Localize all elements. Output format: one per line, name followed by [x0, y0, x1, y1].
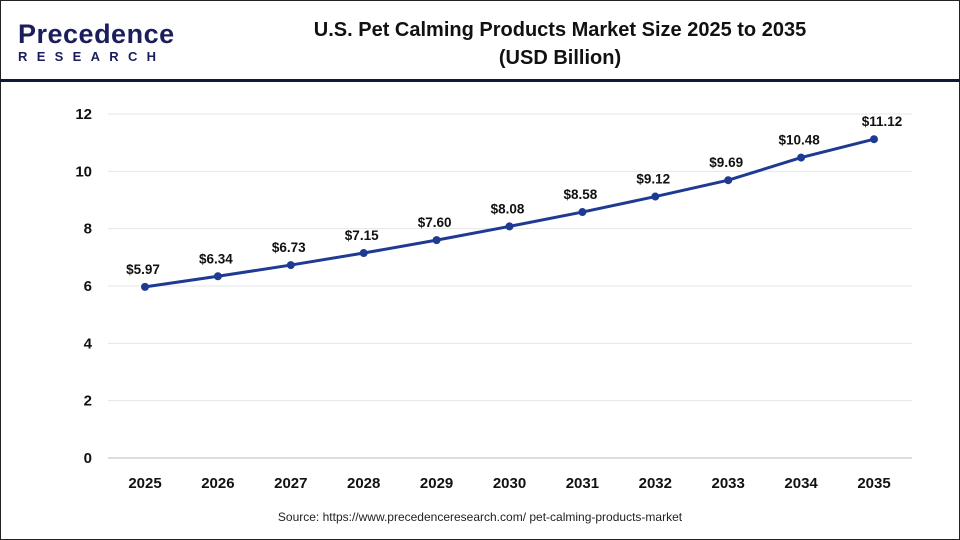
y-tick-label: 12	[75, 106, 92, 123]
chart-title: U.S. Pet Calming Products Market Size 20…	[240, 16, 880, 72]
logo-subtitle: RESEARCH	[18, 49, 166, 64]
data-point	[432, 236, 441, 245]
data-label: $5.97	[126, 262, 160, 277]
data-label: $7.60	[418, 215, 452, 230]
logo: Precedence RESEARCH	[18, 20, 175, 64]
x-tick-label: 2029	[420, 475, 453, 492]
data-label: $9.69	[709, 155, 743, 170]
data-point	[797, 153, 806, 162]
data-point	[651, 192, 660, 201]
data-point	[578, 208, 587, 217]
data-label: $10.48	[778, 133, 820, 148]
data-label: $6.73	[272, 240, 306, 255]
x-tick-label: 2027	[274, 475, 307, 492]
x-tick-label: 2026	[201, 475, 234, 492]
data-label: $6.34	[199, 251, 233, 266]
data-label: $8.58	[564, 187, 598, 202]
x-tick-label: 2030	[493, 475, 526, 492]
y-tick-label: 10	[75, 163, 92, 180]
x-tick-label: 2031	[566, 475, 599, 492]
x-tick-label: 2033	[712, 475, 745, 492]
x-tick-label: 2035	[857, 475, 890, 492]
data-label: $8.08	[491, 201, 525, 216]
data-label: $9.12	[636, 172, 670, 187]
y-tick-label: 0	[84, 450, 92, 467]
y-tick-label: 2	[84, 393, 92, 410]
x-tick-label: 2032	[639, 475, 672, 492]
data-point	[505, 222, 514, 231]
x-tick-label: 2025	[128, 475, 161, 492]
data-point	[286, 261, 295, 270]
header-divider	[0, 79, 960, 82]
title-line-1: U.S. Pet Calming Products Market Size 20…	[313, 19, 807, 41]
source-note: Source: https://www.precedenceresearch.c…	[277, 510, 683, 524]
y-tick-label: 8	[84, 221, 92, 238]
logo-wordmark: Precedence	[18, 19, 175, 49]
x-tick-label: 2034	[784, 475, 818, 492]
title-line-2: (USD Billion)	[498, 47, 622, 69]
data-point	[359, 249, 368, 258]
y-tick-label: 6	[84, 278, 92, 295]
data-point	[141, 282, 149, 291]
data-point	[724, 176, 733, 185]
data-label: $7.15	[345, 228, 379, 243]
data-point	[870, 135, 878, 144]
y-tick-label: 4	[84, 335, 93, 352]
data-point	[213, 272, 222, 281]
data-label: $11.12	[862, 114, 903, 129]
x-tick-label: 2028	[347, 475, 380, 492]
